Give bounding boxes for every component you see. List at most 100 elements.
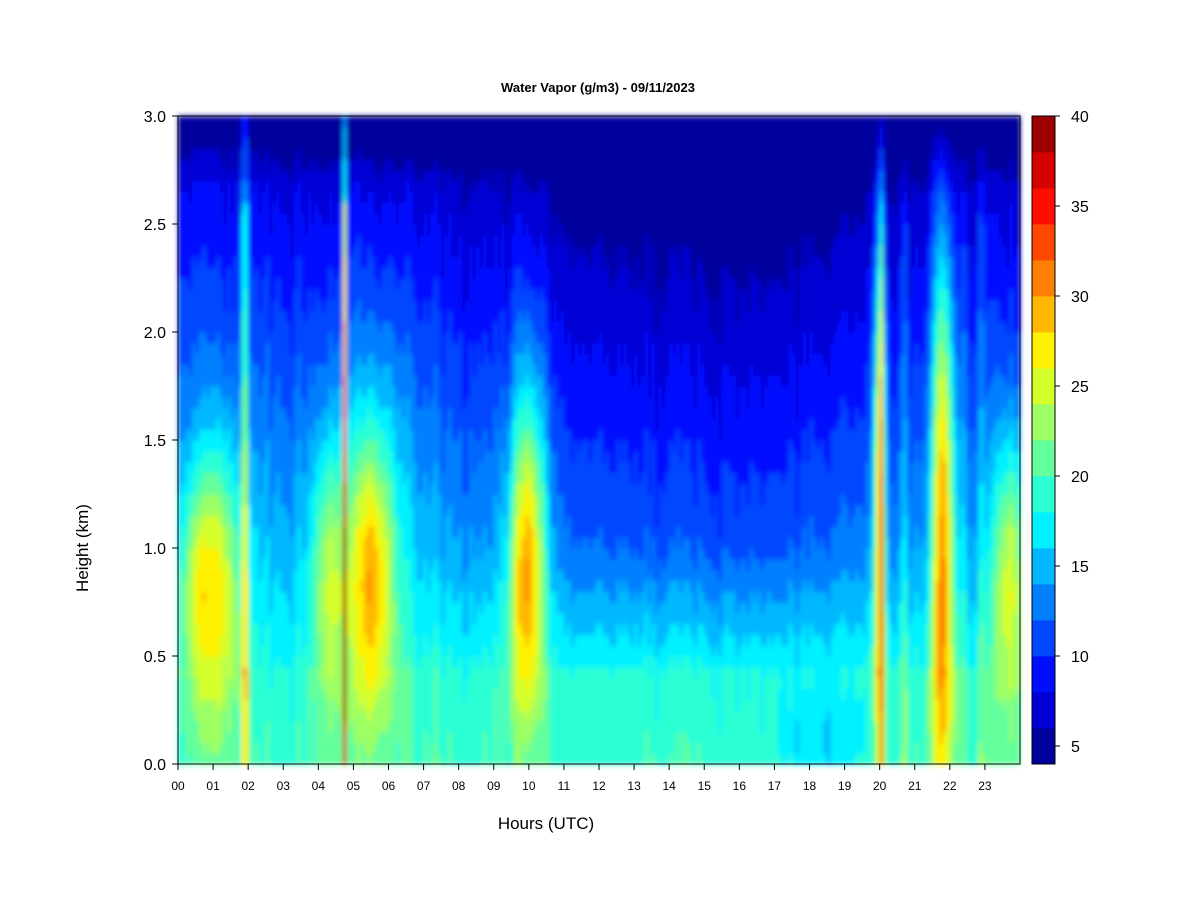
heatmap-cell xyxy=(356,310,362,322)
heatmap-cell xyxy=(227,396,232,409)
heatmap-cell xyxy=(178,526,183,538)
heatmap-cell xyxy=(374,342,379,355)
heatmap-cell xyxy=(244,234,249,247)
heatmap-cell xyxy=(206,396,211,409)
heatmap-cell xyxy=(178,137,183,149)
heatmap-cell xyxy=(332,321,337,333)
heatmap-cell xyxy=(248,472,253,484)
heatmap-cell xyxy=(286,224,291,236)
heatmap-cell xyxy=(178,170,183,182)
heatmap-cell xyxy=(283,353,288,365)
heatmap-cell xyxy=(444,623,449,635)
heatmap-cell xyxy=(300,645,305,657)
heatmap-cell xyxy=(181,688,186,700)
heatmap-cell xyxy=(248,234,253,247)
heatmap-cell xyxy=(346,364,351,376)
heatmap-cell xyxy=(462,299,467,311)
heatmap-cell xyxy=(269,720,274,733)
heatmap-cell xyxy=(185,396,190,409)
heatmap-cell xyxy=(223,720,228,733)
heatmap-cell xyxy=(437,569,442,581)
heatmap-cell xyxy=(223,245,228,257)
heatmap-cell xyxy=(213,645,218,657)
heatmap-cell xyxy=(402,418,407,430)
heatmap-cell xyxy=(223,159,228,171)
heatmap-cell xyxy=(206,116,211,128)
heatmap-cell xyxy=(227,375,232,387)
heatmap-cell xyxy=(213,558,218,571)
heatmap-cell xyxy=(434,526,439,538)
heatmap-cell xyxy=(311,569,316,581)
heatmap-cell xyxy=(230,591,235,603)
heatmap-cell xyxy=(314,396,319,409)
heatmap-cell xyxy=(458,558,463,571)
heatmap-cell xyxy=(255,537,260,549)
heatmap-cell xyxy=(328,461,333,473)
heatmap-cell xyxy=(262,375,267,387)
heatmap-cell xyxy=(388,666,393,679)
heatmap-cell xyxy=(255,180,260,193)
heatmap-cell xyxy=(427,386,432,398)
heatmap-cell xyxy=(248,591,253,603)
heatmap-cell xyxy=(241,742,246,754)
heatmap-cell xyxy=(262,429,267,441)
heatmap-cell xyxy=(272,645,277,657)
heatmap-cell xyxy=(458,288,463,301)
heatmap-cell xyxy=(230,353,235,365)
heatmap-cell xyxy=(437,191,442,203)
heatmap-cell xyxy=(384,418,390,430)
heatmap-cell xyxy=(304,612,309,625)
heatmap-cell xyxy=(448,504,453,517)
heatmap-cell xyxy=(395,321,400,333)
heatmap-cell xyxy=(374,256,379,268)
heatmap-cell xyxy=(223,504,228,517)
heatmap-cell xyxy=(318,245,323,257)
heatmap-cell xyxy=(367,375,372,387)
heatmap-cell xyxy=(363,623,369,635)
heatmap-cell xyxy=(420,569,425,581)
heatmap-cell xyxy=(409,137,414,149)
heatmap-cell xyxy=(251,180,256,193)
heatmap-cell xyxy=(339,591,344,603)
heatmap-cell xyxy=(181,396,186,409)
heatmap-cell xyxy=(384,720,390,733)
heatmap-cell xyxy=(244,429,249,441)
heatmap-cell xyxy=(458,699,463,711)
heatmap-cell xyxy=(381,407,386,419)
heatmap-cell xyxy=(297,353,302,365)
heatmap-cell xyxy=(402,591,407,603)
heatmap-cell xyxy=(209,407,214,419)
heatmap-cell xyxy=(434,353,439,365)
heatmap-cell xyxy=(244,180,249,193)
heatmap-cell xyxy=(437,213,442,225)
heatmap-cell xyxy=(300,418,305,430)
heatmap-cell xyxy=(269,137,274,149)
heatmap-cell xyxy=(409,450,414,463)
heatmap-cell xyxy=(423,116,428,128)
heatmap-cell xyxy=(293,353,298,365)
heatmap-cell xyxy=(399,245,404,257)
heatmap-cell xyxy=(202,375,207,387)
heatmap-cell xyxy=(223,677,228,689)
heatmap-cell xyxy=(381,148,386,160)
heatmap-cell xyxy=(290,440,295,452)
heatmap-cell xyxy=(318,472,323,484)
heatmap-cell xyxy=(279,386,284,398)
heatmap-cell xyxy=(465,310,470,322)
heatmap-cell xyxy=(206,440,211,452)
heatmap-cell xyxy=(220,364,225,376)
heatmap-cell xyxy=(384,191,390,203)
heatmap-cell xyxy=(192,677,197,689)
heatmap-cell xyxy=(269,645,274,657)
heatmap-cell xyxy=(430,591,435,603)
heatmap-cell xyxy=(413,461,418,473)
heatmap-cell xyxy=(321,202,326,214)
heatmap-cell xyxy=(195,245,200,257)
heatmap-cell xyxy=(416,580,421,592)
heatmap-cell xyxy=(392,396,397,409)
heatmap-cell xyxy=(356,180,362,193)
heatmap-cell xyxy=(409,591,414,603)
heatmap-cell xyxy=(346,699,351,711)
heatmap-cell xyxy=(255,418,260,430)
heatmap-cell xyxy=(427,321,432,333)
